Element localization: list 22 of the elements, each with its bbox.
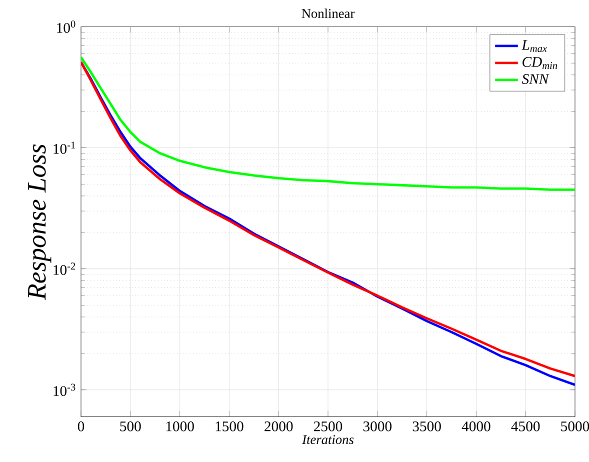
chart-title: Nonlinear [302, 8, 355, 18]
x-tick-label: 1500 [216, 421, 244, 432]
x-tick-label: 3000 [363, 421, 392, 432]
y-tick-label: 10$^{-3}$ [54, 384, 76, 396]
x-tick-label: 2000 [264, 421, 293, 432]
x-axis-title: Iterations [302, 435, 354, 444]
x-tick-label: 500 [120, 421, 141, 432]
x-tick-label: 1000 [166, 421, 194, 432]
y-tick-label: 10$^{-1}$ [54, 142, 76, 154]
x-tick-label: 3500 [412, 421, 441, 432]
legend-label: SNN [522, 74, 550, 84]
legend-label: L$_{max}$ [522, 40, 547, 52]
y-tick-label: 10$^{0}$ [57, 20, 76, 33]
x-tick-label: 4000 [462, 421, 490, 432]
x-tick-label: 2500 [314, 421, 342, 432]
legend-label: CD$_{min}$ [522, 57, 558, 69]
y-tick-label: 10$^{-2}$ [54, 262, 76, 275]
y-axis-title: Response Loss [28, 144, 52, 300]
x-tick-label: 5000 [561, 421, 589, 432]
line-series [81, 56, 575, 191]
x-tick-label: 4500 [511, 421, 540, 432]
x-tick-label: 0 [78, 421, 84, 432]
